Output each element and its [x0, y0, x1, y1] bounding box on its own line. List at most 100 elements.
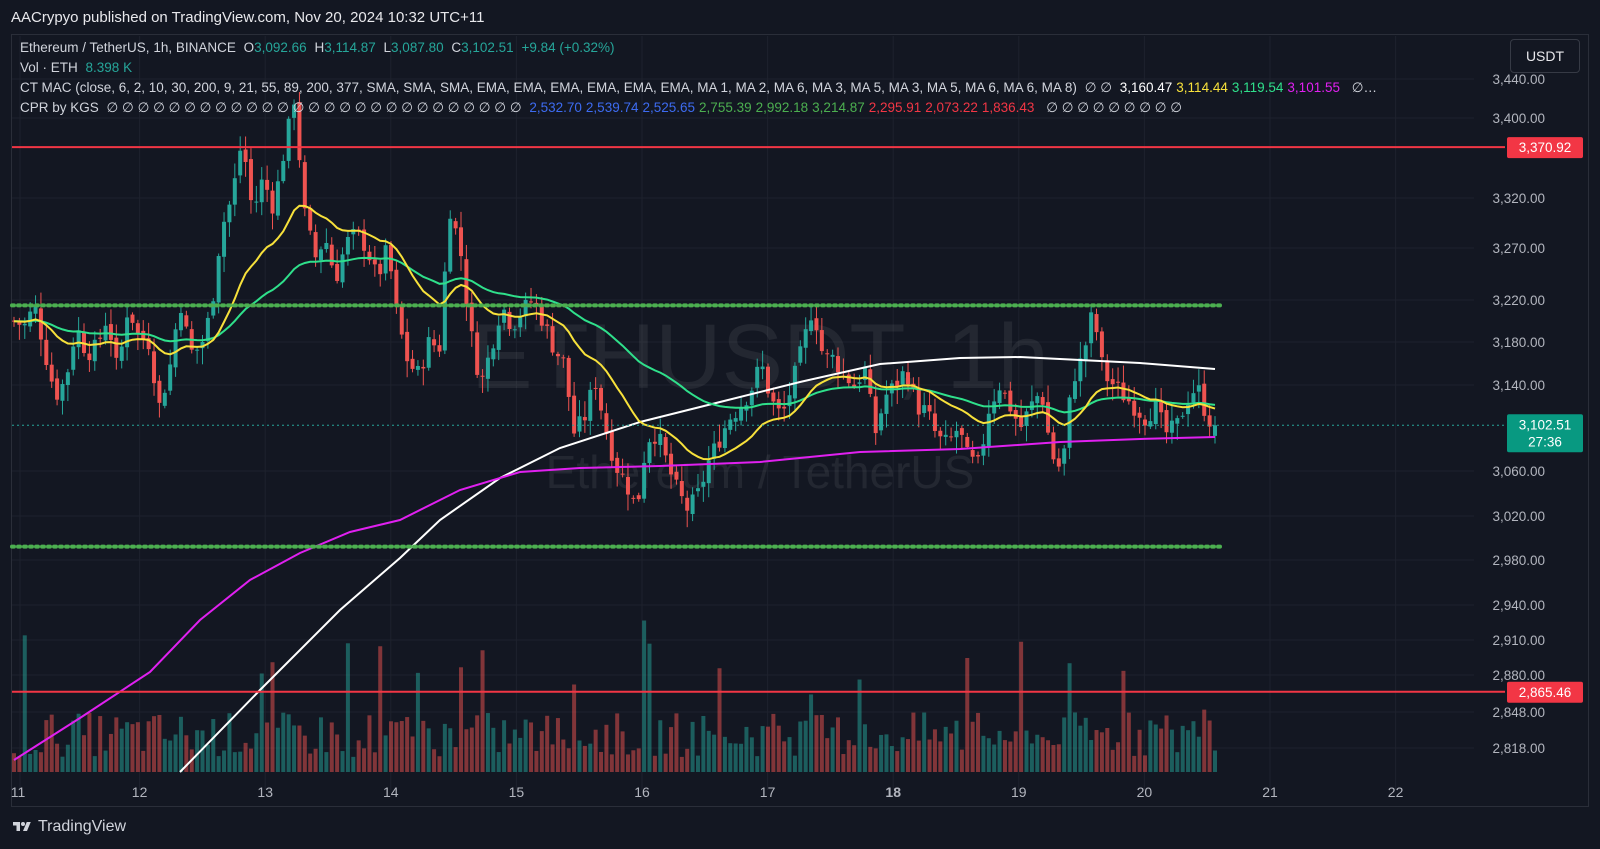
price-tick-label: 3,060.00: [1492, 464, 1545, 479]
candle-body: [1207, 415, 1212, 427]
candle-body: [625, 476, 630, 495]
volume-bar: [1083, 717, 1088, 772]
open-value: 3,092.66: [254, 40, 307, 55]
candle-body: [259, 179, 264, 203]
volume-bar: [345, 643, 350, 772]
volume-bar: [771, 713, 776, 772]
candle-body: [873, 396, 878, 434]
candlesticks: [12, 92, 1217, 528]
candle-body: [771, 392, 776, 402]
candle-body: [1008, 390, 1013, 412]
candle-body: [437, 345, 442, 352]
volume-bar: [572, 684, 577, 772]
last-price-tag-text: 3,102.51: [1519, 417, 1572, 432]
volume-bar: [507, 743, 512, 772]
candle-body: [631, 497, 636, 499]
moving-averages: [13, 204, 1216, 773]
volume-bar: [884, 734, 889, 772]
volume-bar: [1132, 755, 1137, 772]
candle-body: [695, 488, 700, 492]
candle-body: [728, 419, 733, 430]
candle-body: [884, 394, 889, 414]
volume-bar: [205, 744, 210, 772]
change-value: +9.84 (+0.32%): [521, 40, 615, 55]
volume-bar: [496, 752, 501, 772]
candle-body: [302, 162, 307, 209]
volume-bar: [502, 720, 507, 772]
cpr-indicator-title[interactable]: CPR by KGS: [20, 100, 99, 115]
candle-body: [421, 366, 426, 369]
candle-body: [755, 366, 760, 388]
volume-bar: [911, 712, 916, 772]
candle-body: [765, 366, 770, 394]
price-axis[interactable]: 3,440.00 3,400.00 3,320.00 3,270.00 3,220.00…: [1492, 72, 1545, 756]
candle-body: [1148, 421, 1153, 427]
time-axis[interactable]: 11 12 13 14 15 16 17 18 19 20 21 22: [11, 784, 1404, 800]
candle-body: [1002, 392, 1007, 394]
candle-body: [1175, 418, 1180, 424]
price-tick-label: 3,400.00: [1492, 111, 1545, 126]
candle-body: [76, 330, 81, 348]
candle-body: [561, 357, 566, 359]
volume-bar: [437, 756, 442, 772]
currency-button[interactable]: USDT: [1510, 39, 1580, 73]
volume-bar: [512, 729, 517, 772]
candle-body: [1126, 397, 1131, 402]
time-tick-label: 11: [11, 784, 26, 800]
volume-bar: [959, 749, 964, 772]
candle-body: [254, 201, 259, 203]
ma-indicator-title[interactable]: CT MAC (close, 6, 2, 10, 30, 200, 9, 21,…: [20, 80, 1077, 95]
ma-yellow-line: [13, 204, 1216, 461]
tradingview-logo-icon: [13, 822, 31, 831]
volume-bar: [803, 720, 808, 772]
volume-bar: [1019, 641, 1024, 772]
volume-bars: [12, 620, 1217, 772]
volume-bar: [744, 726, 749, 772]
volume-bar: [130, 724, 135, 772]
volume-bar: [1148, 720, 1153, 772]
legend-ohlc: Ethereum / TetherUS, 1h, BINANCE O3,092.…: [20, 40, 619, 55]
candle-body: [448, 218, 453, 272]
candle-body: [652, 441, 657, 444]
candle-body: [238, 150, 243, 176]
chart-frame: [11, 34, 1589, 807]
volume-bar: [1121, 670, 1126, 772]
candle-body: [846, 374, 851, 384]
ma-white-line: [179, 355, 1216, 773]
volume-bar: [308, 753, 313, 772]
volume-bar: [1046, 740, 1051, 772]
volume-bar: [787, 737, 792, 772]
volume-bar: [259, 673, 264, 772]
volume-bar: [362, 748, 367, 772]
horizontal-levels[interactable]: [10, 146, 1505, 693]
candle-body: [108, 324, 113, 340]
candle-body: [28, 311, 33, 327]
candle-body: [997, 390, 1002, 404]
candle-body: [825, 353, 830, 355]
candle-body: [798, 346, 803, 363]
volume-bar: [1207, 720, 1212, 772]
volume-bar: [836, 717, 841, 772]
volume-bar: [1142, 755, 1147, 772]
volume-bar: [1169, 729, 1174, 772]
grid: [12, 36, 1474, 790]
price-tick-label: 2,940.00: [1492, 598, 1545, 613]
candle-body: [615, 457, 620, 473]
volume-bar: [954, 720, 959, 772]
volume-bar: [647, 643, 652, 772]
candle-body: [432, 339, 437, 346]
symbol-title[interactable]: Ethereum / TetherUS, 1h, BINANCE: [20, 40, 236, 55]
volume-bar: [141, 750, 146, 772]
footer-brand[interactable]: TradingView: [11, 818, 126, 836]
volume-bar: [555, 718, 560, 772]
price-tick-label: 3,320.00: [1492, 191, 1545, 206]
candle-body: [464, 259, 469, 305]
volume-bar: [351, 756, 356, 772]
volume-label[interactable]: Vol · ETH: [20, 60, 78, 75]
candle-body: [200, 342, 205, 349]
candle-body: [405, 331, 410, 362]
candle-body: [248, 159, 253, 201]
candle-body: [868, 369, 873, 394]
volume-bar: [539, 731, 544, 772]
